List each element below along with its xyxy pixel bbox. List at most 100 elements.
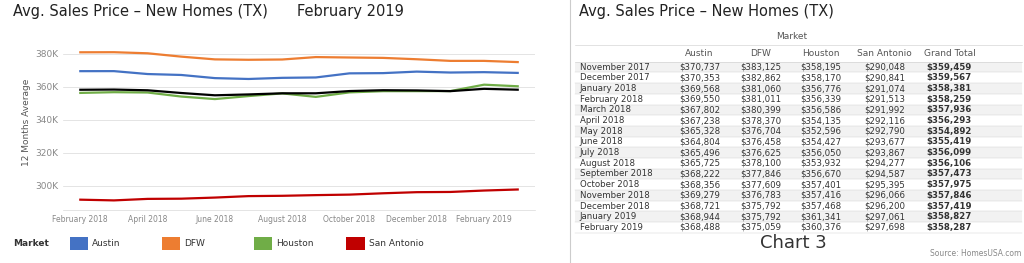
Text: $354,892: $354,892 bbox=[927, 127, 972, 136]
Text: Chart 3: Chart 3 bbox=[760, 234, 827, 252]
Houston bbox=[108, 91, 120, 94]
Grand Total bbox=[411, 89, 423, 92]
Text: $357,936: $357,936 bbox=[927, 105, 972, 114]
Text: November 2017: November 2017 bbox=[580, 63, 649, 72]
DFW bbox=[444, 59, 457, 62]
DFW bbox=[512, 60, 524, 64]
Text: $293,867: $293,867 bbox=[864, 148, 905, 157]
Houston bbox=[411, 90, 423, 93]
Houston bbox=[209, 98, 221, 101]
Text: $365,328: $365,328 bbox=[679, 127, 720, 136]
Text: $356,050: $356,050 bbox=[801, 148, 842, 157]
Text: $296,066: $296,066 bbox=[864, 191, 905, 200]
Text: $356,586: $356,586 bbox=[801, 105, 842, 114]
Text: $357,473: $357,473 bbox=[927, 169, 972, 179]
Text: $296,200: $296,200 bbox=[864, 201, 905, 211]
Text: $358,195: $358,195 bbox=[801, 63, 842, 72]
Text: $378,100: $378,100 bbox=[740, 159, 781, 168]
Text: $365,496: $365,496 bbox=[679, 148, 720, 157]
San Antonio bbox=[411, 191, 423, 194]
Text: $377,609: $377,609 bbox=[740, 180, 781, 189]
Text: $367,238: $367,238 bbox=[679, 116, 720, 125]
DFW bbox=[343, 56, 355, 59]
San Antonio bbox=[343, 193, 355, 196]
Text: $358,259: $358,259 bbox=[927, 95, 972, 104]
Text: $365,725: $365,725 bbox=[679, 159, 720, 168]
Houston bbox=[478, 83, 490, 86]
Text: Austin: Austin bbox=[92, 239, 121, 248]
Text: $381,060: $381,060 bbox=[740, 84, 781, 93]
Text: $359,459: $359,459 bbox=[927, 63, 972, 72]
San Antonio bbox=[74, 198, 86, 201]
DFW bbox=[175, 55, 187, 58]
Grand Total bbox=[74, 88, 86, 91]
Grand Total bbox=[343, 89, 355, 93]
San Antonio bbox=[175, 197, 187, 200]
Text: Market: Market bbox=[776, 32, 808, 41]
Grand Total bbox=[309, 92, 322, 95]
Text: Houston: Houston bbox=[802, 49, 840, 58]
Text: February 2018: February 2018 bbox=[580, 95, 643, 104]
Text: $354,135: $354,135 bbox=[801, 116, 842, 125]
Text: $352,596: $352,596 bbox=[801, 127, 842, 136]
DFW bbox=[74, 51, 86, 54]
DFW bbox=[108, 51, 120, 54]
Grand Total bbox=[478, 87, 490, 90]
San Antonio bbox=[108, 199, 120, 202]
Text: Grand Total: Grand Total bbox=[924, 49, 975, 58]
Text: May 2018: May 2018 bbox=[580, 127, 623, 136]
Text: $297,061: $297,061 bbox=[864, 212, 905, 221]
Text: January 2019: January 2019 bbox=[580, 212, 637, 221]
Text: $356,106: $356,106 bbox=[927, 159, 972, 168]
DFW bbox=[141, 52, 154, 55]
Text: $368,356: $368,356 bbox=[679, 180, 720, 189]
Grand Total bbox=[209, 94, 221, 97]
Text: $295,395: $295,395 bbox=[864, 180, 905, 189]
DFW bbox=[309, 55, 322, 59]
DFW bbox=[411, 58, 423, 61]
Text: $375,792: $375,792 bbox=[740, 201, 781, 211]
Houston bbox=[74, 91, 86, 94]
Text: $290,048: $290,048 bbox=[864, 63, 905, 72]
Text: $356,339: $356,339 bbox=[801, 95, 842, 104]
Text: $359,567: $359,567 bbox=[927, 73, 972, 82]
Line: DFW: DFW bbox=[80, 52, 518, 62]
Text: $291,513: $291,513 bbox=[864, 95, 905, 104]
Grand Total bbox=[377, 89, 389, 92]
Y-axis label: 12 Months Average: 12 Months Average bbox=[23, 79, 32, 166]
Text: $369,279: $369,279 bbox=[679, 191, 720, 200]
Text: February 2019: February 2019 bbox=[580, 223, 642, 232]
Austin bbox=[276, 76, 289, 79]
Austin bbox=[243, 77, 255, 80]
Text: $294,587: $294,587 bbox=[864, 169, 905, 179]
Houston bbox=[309, 95, 322, 98]
Text: $357,975: $357,975 bbox=[927, 180, 972, 189]
Austin bbox=[108, 69, 120, 73]
Text: $382,862: $382,862 bbox=[740, 73, 781, 82]
Text: $354,427: $354,427 bbox=[801, 138, 842, 146]
Text: February 2019: February 2019 bbox=[297, 4, 403, 19]
Houston bbox=[343, 91, 355, 94]
Text: $376,625: $376,625 bbox=[740, 148, 781, 157]
Text: $291,074: $291,074 bbox=[864, 84, 905, 93]
Austin bbox=[444, 71, 457, 74]
Text: $375,059: $375,059 bbox=[740, 223, 781, 232]
Line: Austin: Austin bbox=[80, 71, 518, 79]
San Antonio bbox=[444, 190, 457, 194]
Text: Source: HomesUSA.com: Source: HomesUSA.com bbox=[930, 249, 1021, 258]
Text: $358,827: $358,827 bbox=[927, 212, 972, 221]
Text: $355,419: $355,419 bbox=[927, 138, 972, 146]
Text: $290,841: $290,841 bbox=[864, 73, 905, 82]
Text: Avg. Sales Price – New Homes (TX): Avg. Sales Price – New Homes (TX) bbox=[579, 4, 834, 19]
Grand Total bbox=[276, 92, 289, 95]
Line: San Antonio: San Antonio bbox=[80, 189, 518, 200]
DFW bbox=[209, 58, 221, 61]
San Antonio bbox=[209, 196, 221, 199]
Text: $376,783: $376,783 bbox=[740, 191, 781, 200]
Text: $383,125: $383,125 bbox=[740, 63, 781, 72]
DFW bbox=[243, 58, 255, 61]
Text: December 2017: December 2017 bbox=[580, 73, 649, 82]
Text: December 2018: December 2018 bbox=[580, 201, 649, 211]
Text: $376,704: $376,704 bbox=[740, 127, 781, 136]
Austin bbox=[377, 72, 389, 75]
